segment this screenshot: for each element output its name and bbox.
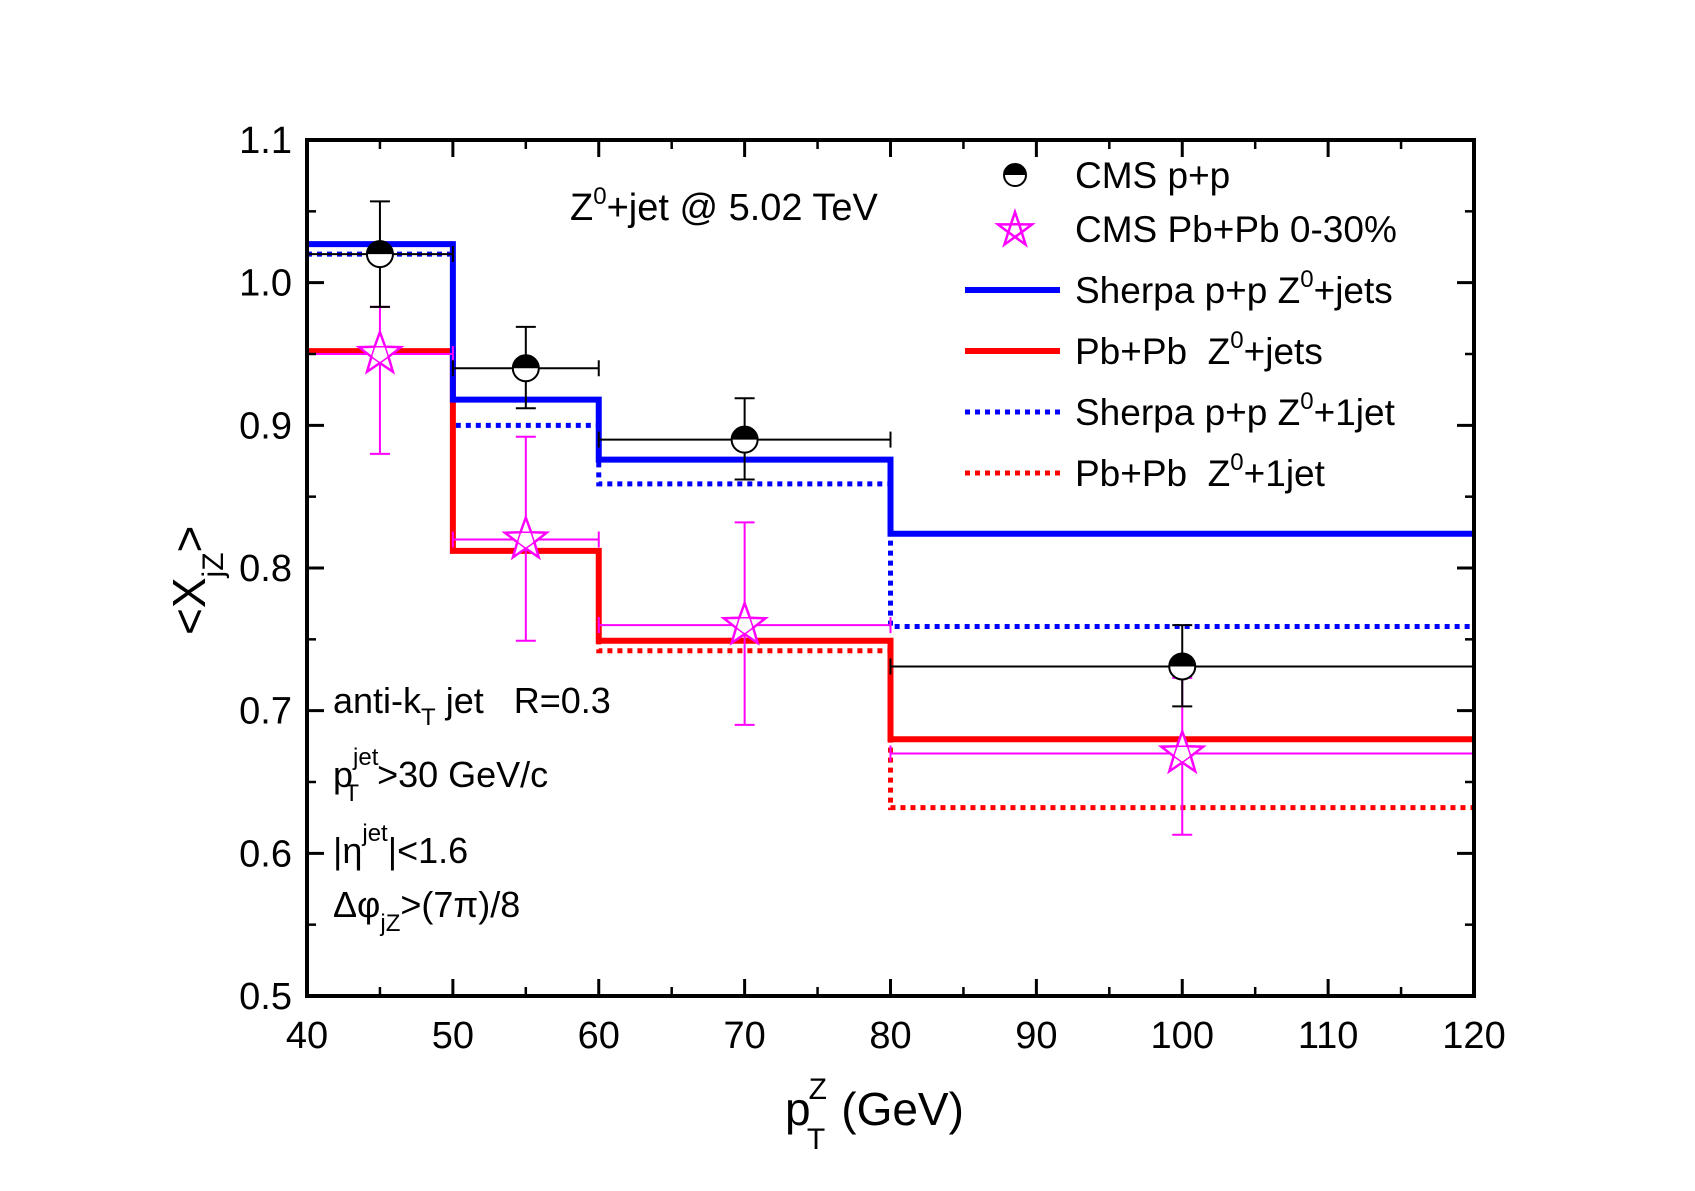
cms-pbpb-point (306, 305, 454, 455)
series-sherpa-p-p-z-jets (307, 241, 1474, 537)
half-filled-circle-fill (731, 426, 758, 440)
half-filled-circle-fill (512, 355, 539, 369)
legend-marker-cms-pp (1003, 163, 1027, 187)
open-star-inner (1172, 745, 1192, 764)
legend-label-sherpa-pp-jets: Sherpa p+p Z0+jets (1075, 266, 1393, 311)
legend-label-pbpb-jets: Pb+Pb Z0+jets (1075, 327, 1323, 372)
y-tick-label: 0.5 (239, 976, 292, 1018)
open-star-inner (735, 617, 755, 636)
annotation-dphi-cut: ΔφjZ>(7π)/8 (333, 884, 520, 937)
chart-marks (306, 200, 1475, 836)
y-tick-label: 0.6 (239, 833, 292, 875)
legend-label-cms-pp: CMS p+p (1075, 155, 1230, 196)
x-tick-label: 60 (578, 1015, 620, 1057)
legend-marker-cms-pbpb (994, 208, 1036, 248)
annotation-eta-cut: |ηjet|<1.6 (333, 820, 468, 871)
x-tick-label: 120 (1442, 1015, 1505, 1057)
legend-label-cms-pbpb: CMS Pb+Pb 0-30% (1075, 209, 1397, 250)
axis-ticks: 40 50 60 70 80 90 100 110 120 0.5 0.6 0.7 0.8 0.9 1.0 1… (239, 120, 1506, 1057)
y-tick-label: 1.0 (239, 263, 292, 305)
cms-pp-point (597, 397, 892, 481)
x-tick-label: 100 (1151, 1015, 1214, 1057)
half-filled-circle-fill (1169, 653, 1196, 667)
half-filled-circle-fill (366, 241, 393, 255)
annotation-jet-pt-cut: pjet T >30 GeV/c (333, 744, 548, 807)
legend-label-pbpb-1jet: Pb+Pb Z0+1jet (1075, 449, 1326, 494)
cms-pp-point (451, 325, 600, 410)
x-tick-label: 110 (1298, 1015, 1359, 1057)
cms-pbpb-point (597, 521, 892, 726)
open-star-inner (516, 531, 536, 550)
cms-pp-point (306, 200, 454, 308)
x-tick-label: 70 (723, 1015, 765, 1057)
x-tick-label: 80 (869, 1015, 911, 1057)
legend: CMS p+p CMS Pb+Pb 0-30% Sherpa p+p Z0+je… (965, 155, 1397, 494)
x-tick-label: 40 (286, 1015, 328, 1057)
legend-label-sherpa-pp-1jet: Sherpa p+p Z0+1jet (1075, 388, 1396, 433)
annotation-jet-algo: anti-kT jet R=0.3 (333, 680, 611, 731)
y-tick-label: 0.7 (239, 691, 292, 733)
y-tick-label: 0.8 (239, 548, 292, 590)
x-tick-label: 50 (432, 1015, 474, 1057)
open-star-inner (370, 345, 390, 364)
x-axis-label: pZ T(GeV) (785, 1073, 964, 1156)
x-tick-label: 90 (1015, 1015, 1057, 1057)
y-tick-label: 1.1 (239, 120, 292, 162)
y-tick-label: 0.9 (239, 405, 292, 447)
cms-pp-point (889, 624, 1475, 708)
chart-title: Z0+jet @ 5.02 TeV (570, 183, 879, 229)
cms-pbpb-point (451, 435, 600, 642)
y-axis-label: <XjZ> (163, 526, 230, 635)
plot-frame (305, 138, 1476, 998)
